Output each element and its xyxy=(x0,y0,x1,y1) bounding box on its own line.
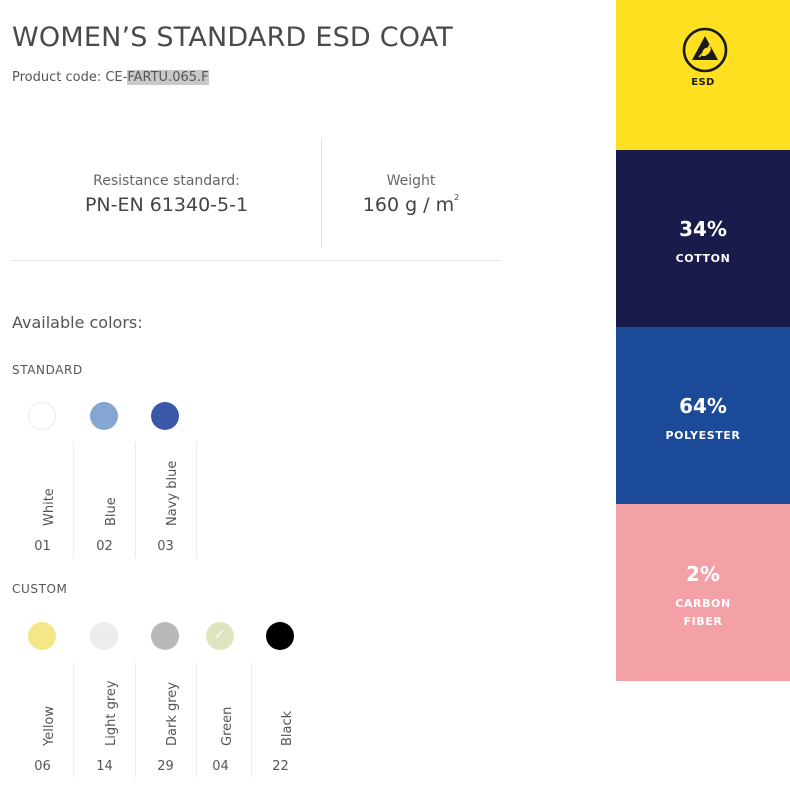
weight-value: 160 g / m2 xyxy=(322,193,500,216)
swatch-divider xyxy=(135,662,136,778)
standard-colors-title: STANDARD xyxy=(12,363,83,377)
weight-superscript: 2 xyxy=(454,193,460,202)
material-name-line-2: FIBER xyxy=(683,615,723,628)
color-code: 03 xyxy=(157,539,174,554)
spec-resistance: Resistance standard: PN-EN 61340-5-1 xyxy=(12,138,322,248)
weight-label: Weight xyxy=(386,173,436,189)
available-colors-heading: Available colors: xyxy=(12,313,143,332)
material-percent: 64% xyxy=(679,394,727,418)
swatch-divider xyxy=(196,662,197,778)
color-code: 02 xyxy=(96,539,113,554)
color-dot[interactable] xyxy=(28,402,56,430)
material-panel-cotton: 34% COTTON xyxy=(616,150,790,327)
color-code: 01 xyxy=(34,539,51,554)
material-name-line-1: CARBON xyxy=(675,597,731,610)
resistance-label: Resistance standard: xyxy=(93,173,240,189)
color-code: 22 xyxy=(272,759,289,774)
swatch-divider xyxy=(196,442,197,558)
spec-weight: Weight 160 g / m2 xyxy=(322,138,500,248)
material-name: POLYESTER xyxy=(665,429,741,442)
resistance-value: PN-EN 61340-5-1 xyxy=(84,194,249,216)
spec-section: Resistance standard: PN-EN 61340-5-1 Wei… xyxy=(12,138,500,261)
weight-amount: 160 g / m xyxy=(362,194,455,216)
swatch-divider xyxy=(73,662,74,778)
color-name: Blue xyxy=(104,497,119,526)
color-dot[interactable] xyxy=(266,622,294,650)
esd-panel: ESD xyxy=(616,0,790,150)
material-panel-polyester: 64% POLYESTER xyxy=(616,327,790,504)
product-code: Product code: CE-FARTU.065.F xyxy=(12,70,209,85)
product-code-value: FARTU.065.F xyxy=(127,70,209,85)
color-dot[interactable] xyxy=(90,402,118,430)
color-name: Yellow xyxy=(42,705,57,746)
color-code: 06 xyxy=(34,759,51,774)
material-name: COTTON xyxy=(675,252,731,265)
product-code-label: Product code: CE- xyxy=(12,70,128,85)
color-name: Navy blue xyxy=(165,460,180,526)
color-name: White xyxy=(42,488,57,526)
material-panel-carbon-fiber: 2% CARBON FIBER xyxy=(616,504,790,681)
product-title: WOMEN’S STANDARD ESD COAT xyxy=(12,22,453,53)
color-code: 14 xyxy=(96,759,113,774)
color-dot[interactable] xyxy=(28,622,56,650)
checkmark-icon: ✓ xyxy=(214,627,226,643)
color-code: 29 xyxy=(157,759,174,774)
esd-label: ESD xyxy=(691,77,715,88)
material-percent: 34% xyxy=(679,217,727,241)
color-name: Green xyxy=(220,706,235,746)
color-code: 04 xyxy=(212,759,229,774)
swatch-divider xyxy=(73,442,74,558)
color-name: Light grey xyxy=(104,680,119,746)
color-dot[interactable] xyxy=(90,622,118,650)
custom-colors-title: CUSTOM xyxy=(12,582,68,596)
color-name: Dark grey xyxy=(165,682,180,746)
color-dot[interactable] xyxy=(151,622,179,650)
color-dot[interactable] xyxy=(151,402,179,430)
esd-warning-icon xyxy=(682,27,728,73)
material-percent: 2% xyxy=(686,562,720,586)
color-name: Black xyxy=(280,710,295,746)
color-dot[interactable]: ✓ xyxy=(206,622,234,650)
swatch-divider xyxy=(135,442,136,558)
swatch-divider xyxy=(251,662,252,778)
